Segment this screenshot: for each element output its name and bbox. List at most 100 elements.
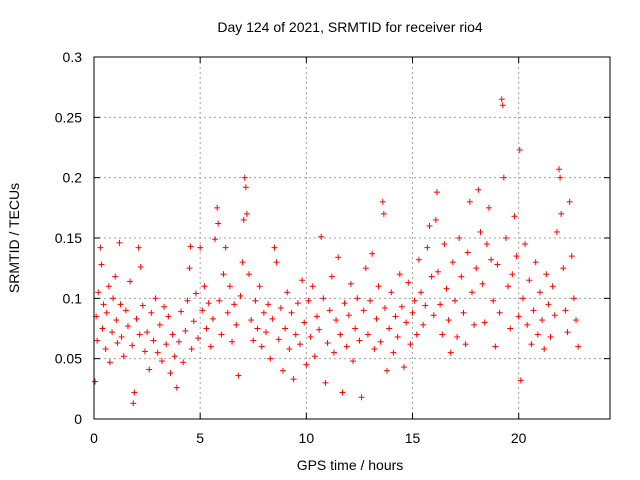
data-point xyxy=(519,295,526,302)
data-point xyxy=(398,303,405,310)
data-point xyxy=(161,303,168,310)
data-point xyxy=(258,343,265,350)
data-point xyxy=(420,321,427,328)
data-point xyxy=(430,312,437,319)
data-point xyxy=(169,331,176,338)
data-point xyxy=(103,309,110,316)
data-point xyxy=(136,331,143,338)
data-point xyxy=(418,289,425,296)
data-point xyxy=(447,349,454,356)
data-point xyxy=(105,283,112,290)
data-point xyxy=(473,265,480,272)
data-point xyxy=(558,210,565,217)
x-axis-label: GPS time / hours xyxy=(297,457,404,473)
data-point xyxy=(458,273,465,280)
data-point xyxy=(220,271,227,278)
data-point xyxy=(384,367,391,374)
data-point xyxy=(233,321,240,328)
data-point xyxy=(222,244,229,251)
data-point xyxy=(163,341,170,348)
data-point xyxy=(112,273,119,280)
data-point xyxy=(98,261,105,268)
x-ticks: 0 5 10 15 20 xyxy=(90,57,527,446)
data-point xyxy=(265,301,272,308)
data-point xyxy=(282,325,289,332)
data-point xyxy=(199,307,206,314)
x-tick-label: 10 xyxy=(299,430,315,446)
data-point xyxy=(333,317,340,324)
data-point xyxy=(500,174,507,181)
data-point xyxy=(364,331,371,338)
data-point xyxy=(150,337,157,344)
data-point xyxy=(156,321,163,328)
data-point xyxy=(154,349,161,356)
data-point xyxy=(445,317,452,324)
data-point xyxy=(392,313,399,320)
data-point xyxy=(562,307,569,314)
data-point xyxy=(288,309,295,316)
data-point xyxy=(509,271,516,278)
grid-lines xyxy=(94,57,610,419)
data-point xyxy=(195,335,202,342)
data-point xyxy=(131,389,138,396)
data-point xyxy=(566,198,573,205)
data-point xyxy=(320,295,327,302)
data-point xyxy=(551,312,558,319)
data-point xyxy=(167,370,174,377)
data-point xyxy=(557,174,564,181)
data-points xyxy=(92,96,582,407)
data-point xyxy=(209,315,216,322)
data-point xyxy=(316,326,323,333)
data-point xyxy=(443,285,450,292)
data-point xyxy=(570,295,577,302)
data-point xyxy=(390,349,397,356)
data-point xyxy=(284,289,291,296)
y-tick-label: 0.3 xyxy=(63,49,83,65)
data-point xyxy=(415,256,422,263)
data-point xyxy=(326,307,333,314)
data-point xyxy=(513,253,520,260)
data-point xyxy=(99,325,106,332)
data-point xyxy=(106,359,113,366)
data-point xyxy=(252,297,259,304)
data-point xyxy=(294,300,301,307)
data-point xyxy=(407,341,414,348)
data-point xyxy=(426,222,433,229)
data-point xyxy=(239,259,246,266)
data-point xyxy=(367,297,374,304)
chart-title: Day 124 of 2021, SRMTID for receiver rio… xyxy=(217,19,483,35)
data-point xyxy=(502,235,509,241)
data-point xyxy=(341,300,348,307)
data-point xyxy=(114,339,121,346)
data-point xyxy=(530,307,537,314)
data-point xyxy=(212,236,219,243)
data-point xyxy=(311,353,318,360)
data-point xyxy=(313,313,320,320)
data-point xyxy=(201,283,208,290)
data-point xyxy=(547,333,554,340)
data-point xyxy=(215,220,222,227)
data-point xyxy=(360,307,367,314)
data-point xyxy=(109,329,116,336)
data-point xyxy=(127,278,134,285)
data-point xyxy=(277,304,284,311)
data-point xyxy=(322,379,329,386)
data-point xyxy=(539,317,546,324)
data-point xyxy=(553,228,560,235)
data-point xyxy=(214,204,221,211)
data-point xyxy=(263,329,269,336)
data-point xyxy=(413,331,420,338)
data-point xyxy=(246,271,253,278)
data-point xyxy=(97,244,104,251)
data-point xyxy=(460,309,467,316)
data-point xyxy=(307,333,314,340)
data-point xyxy=(373,315,380,322)
data-point xyxy=(483,241,490,248)
data-point xyxy=(369,250,376,257)
data-point xyxy=(517,377,524,384)
data-point xyxy=(432,216,439,223)
data-point xyxy=(464,249,471,256)
data-point xyxy=(120,353,127,360)
data-point xyxy=(135,244,142,251)
